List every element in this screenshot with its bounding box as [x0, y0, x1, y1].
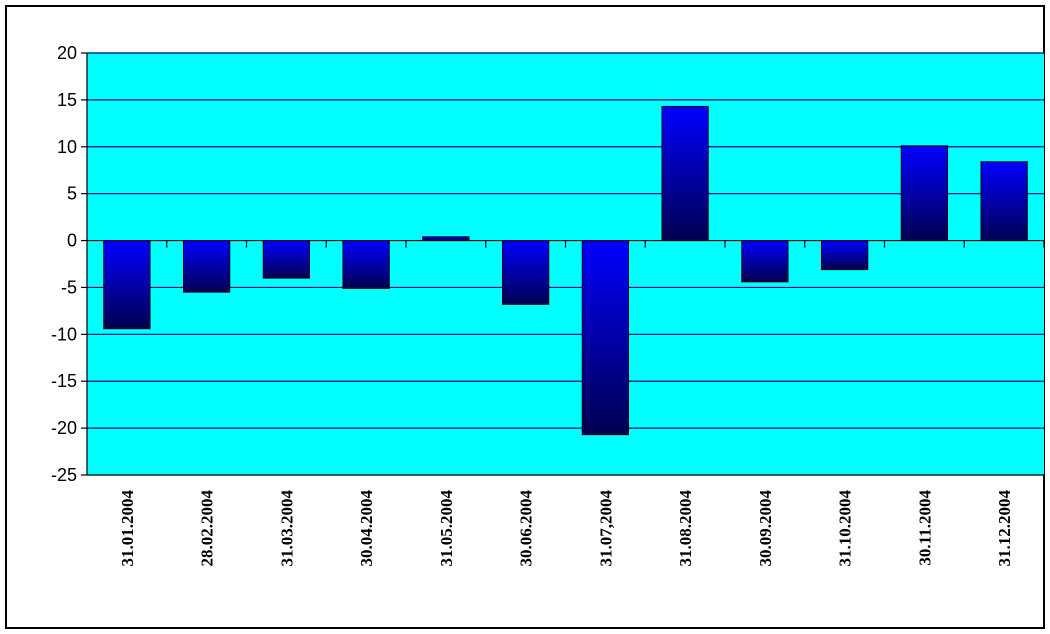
bar: [581, 240, 630, 436]
bar: [103, 240, 151, 330]
y-tick-label: 5: [67, 184, 77, 204]
x-tick-label: 30.09.2004: [756, 490, 775, 567]
bar: [182, 240, 231, 293]
bar: [900, 145, 949, 242]
y-tick-label: -20: [51, 418, 77, 438]
bar: [342, 240, 390, 289]
x-tick-label: 31.10.2004: [836, 490, 855, 567]
y-tick-label: 0: [67, 231, 77, 251]
gridlines: [87, 52, 1044, 429]
x-tick-label: 28.02.2004: [198, 490, 217, 567]
x-tick-label: 31.12.2004: [995, 490, 1014, 567]
x-tick-label: 31.07,2004: [596, 490, 615, 567]
y-tick-label: -10: [51, 324, 77, 344]
plot-area: [87, 53, 1044, 475]
bar: [501, 240, 550, 305]
y-tick-label: -15: [51, 371, 77, 391]
bar: [661, 105, 709, 242]
axes: [81, 52, 1045, 476]
x-tick-label: 30.11.2004: [915, 490, 934, 566]
bars: [103, 105, 1028, 436]
y-tick-label: 15: [57, 90, 77, 110]
x-tick-label: 31.03.2004: [277, 490, 296, 567]
x-tick-label: 30.06.2004: [517, 490, 536, 567]
x-axis-tick-labels: 31.01.2004 28.02.2004 31.03.2004 30.04.2004…: [118, 490, 1014, 567]
bar: [980, 161, 1028, 242]
y-tick-label: -25: [51, 465, 77, 485]
y-tick-label: -5: [61, 277, 77, 297]
y-tick-label: 20: [57, 43, 77, 63]
x-tick-label: 31.05.2004: [437, 490, 456, 567]
y-axis-tick-labels: 20 15 10 5 0 -5 -10 -15 -20 -25: [51, 43, 77, 485]
bar: [820, 240, 869, 271]
y-tick-label: 10: [57, 137, 77, 157]
bar: [262, 240, 311, 279]
x-tick-label: 31.01.2004: [118, 490, 137, 567]
x-tick-label: 30.04.2004: [357, 490, 376, 567]
x-tick-label: 31.08.2004: [676, 490, 695, 567]
bar: [741, 240, 789, 283]
